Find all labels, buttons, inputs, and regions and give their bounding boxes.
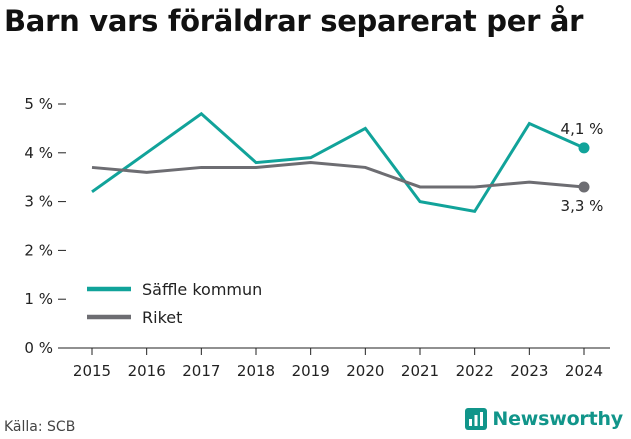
legend-label-2: Riket (142, 308, 182, 327)
y-tick-label: 0 % (24, 339, 53, 357)
x-tick-label: 2023 (510, 362, 548, 380)
y-tick-label: 4 % (24, 144, 53, 162)
series-end-label-1: 4,1 % (561, 120, 604, 138)
y-tick-label: 3 % (24, 193, 53, 211)
newsworthy-icon (465, 408, 488, 430)
x-tick-label: 2017 (182, 362, 220, 380)
source-note: Källa: SCB (4, 419, 76, 435)
x-tick-label: 2016 (128, 362, 166, 380)
series-end-label-2: 3,3 % (561, 197, 604, 215)
x-tick-label: 2024 (565, 362, 603, 380)
x-tick-label: 2018 (237, 362, 275, 380)
y-tick-label: 2 % (24, 241, 53, 259)
chart-title: Barn vars föräldrar separerat per år (4, 4, 584, 38)
newsworthy-logo: Newsworthy (465, 408, 623, 430)
x-tick-label: 2021 (401, 362, 439, 380)
x-tick-label: 2022 (456, 362, 494, 380)
x-tick-label: 2019 (292, 362, 330, 380)
x-tick-label: 2015 (73, 362, 111, 380)
x-tick-label: 2020 (346, 362, 384, 380)
series-end-point-1 (578, 142, 590, 154)
series-line-1 (91, 111, 585, 214)
series-end-point-2 (578, 181, 590, 193)
series-line-2 (91, 161, 585, 189)
brand-name: Newsworthy (492, 408, 623, 430)
y-tick-label: 5 % (24, 95, 53, 113)
legend-label-1: Säffle kommun (142, 280, 262, 299)
y-tick-label: 1 % (24, 290, 53, 308)
